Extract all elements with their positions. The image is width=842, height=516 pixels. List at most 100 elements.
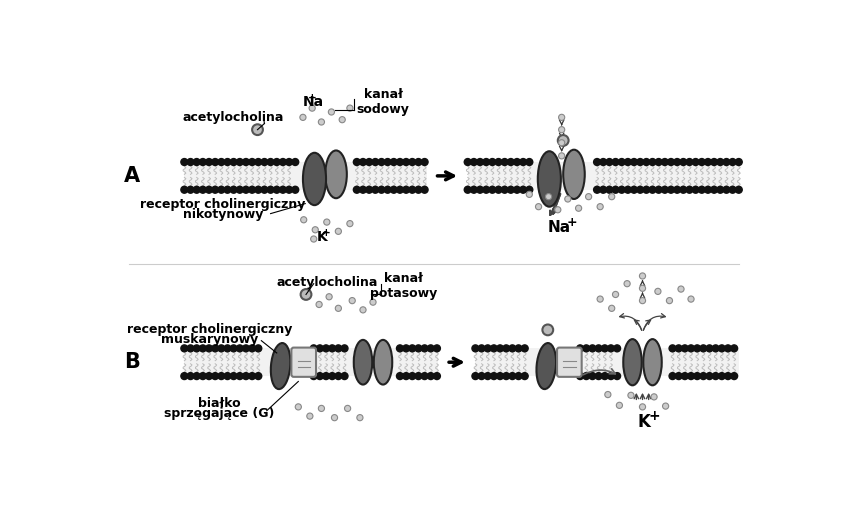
Circle shape <box>242 373 249 380</box>
Circle shape <box>631 158 637 166</box>
Circle shape <box>490 345 498 352</box>
Circle shape <box>224 158 231 166</box>
Circle shape <box>490 373 498 380</box>
Text: +: + <box>307 93 317 103</box>
Circle shape <box>639 285 646 292</box>
Circle shape <box>520 158 526 166</box>
Ellipse shape <box>325 151 347 198</box>
Circle shape <box>193 373 200 380</box>
Text: kanał
sodowy: kanał sodowy <box>356 88 409 116</box>
Circle shape <box>601 373 608 380</box>
Circle shape <box>639 404 646 410</box>
Circle shape <box>311 236 317 242</box>
Circle shape <box>526 158 533 166</box>
Circle shape <box>705 186 711 193</box>
Circle shape <box>589 345 596 352</box>
Circle shape <box>193 158 200 166</box>
Circle shape <box>187 345 194 352</box>
Circle shape <box>211 186 219 193</box>
Circle shape <box>261 158 268 166</box>
Circle shape <box>681 345 688 352</box>
Circle shape <box>489 158 496 166</box>
Circle shape <box>618 158 625 166</box>
Circle shape <box>224 373 231 380</box>
Circle shape <box>546 194 552 200</box>
Circle shape <box>230 373 237 380</box>
Circle shape <box>503 345 509 352</box>
Circle shape <box>609 305 615 311</box>
Circle shape <box>255 345 262 352</box>
Circle shape <box>668 186 674 193</box>
Circle shape <box>477 186 483 193</box>
Circle shape <box>464 186 472 193</box>
Ellipse shape <box>374 340 392 384</box>
Circle shape <box>322 373 329 380</box>
Circle shape <box>609 194 615 200</box>
Circle shape <box>706 345 713 352</box>
Circle shape <box>501 186 508 193</box>
Circle shape <box>558 126 565 133</box>
Circle shape <box>211 158 219 166</box>
Circle shape <box>478 373 485 380</box>
Circle shape <box>515 373 522 380</box>
Circle shape <box>606 158 613 166</box>
Circle shape <box>594 158 600 166</box>
Circle shape <box>520 186 526 193</box>
Circle shape <box>655 158 662 166</box>
Circle shape <box>625 158 632 166</box>
Circle shape <box>585 194 592 200</box>
Circle shape <box>723 158 730 166</box>
Circle shape <box>347 105 353 111</box>
Circle shape <box>594 186 600 193</box>
Circle shape <box>360 307 366 313</box>
Text: sprzęgające (G): sprzęgające (G) <box>164 407 274 420</box>
Circle shape <box>694 345 701 352</box>
Circle shape <box>607 373 615 380</box>
Circle shape <box>508 158 514 166</box>
Circle shape <box>508 186 514 193</box>
Circle shape <box>526 186 533 193</box>
Circle shape <box>688 296 694 302</box>
Circle shape <box>248 345 256 352</box>
Circle shape <box>631 186 637 193</box>
Circle shape <box>310 345 317 352</box>
Circle shape <box>612 292 619 298</box>
Text: kanał
potasowy: kanał potasowy <box>370 272 438 300</box>
Text: białko: białko <box>198 396 240 410</box>
Circle shape <box>464 158 472 166</box>
Circle shape <box>607 345 615 352</box>
Circle shape <box>705 158 711 166</box>
Circle shape <box>700 373 706 380</box>
Circle shape <box>328 109 334 115</box>
Circle shape <box>521 345 528 352</box>
Circle shape <box>415 186 422 193</box>
Circle shape <box>521 373 528 380</box>
Text: acetylocholina: acetylocholina <box>182 111 284 124</box>
Circle shape <box>274 186 280 193</box>
Circle shape <box>536 204 541 210</box>
Circle shape <box>409 345 416 352</box>
Bar <box>467 162 738 190</box>
Circle shape <box>252 124 263 135</box>
Circle shape <box>306 413 313 419</box>
Circle shape <box>261 186 268 193</box>
Circle shape <box>597 204 603 210</box>
Circle shape <box>409 186 416 193</box>
Circle shape <box>248 373 256 380</box>
Circle shape <box>735 158 742 166</box>
Circle shape <box>434 345 440 352</box>
Ellipse shape <box>538 151 561 207</box>
Ellipse shape <box>354 340 372 384</box>
Circle shape <box>649 186 656 193</box>
Circle shape <box>193 186 200 193</box>
Circle shape <box>597 296 603 302</box>
Circle shape <box>200 345 206 352</box>
Circle shape <box>700 345 706 352</box>
Circle shape <box>365 186 373 193</box>
Circle shape <box>555 207 561 213</box>
Circle shape <box>200 373 206 380</box>
Circle shape <box>557 135 568 146</box>
Circle shape <box>526 191 532 198</box>
Circle shape <box>211 345 219 352</box>
Circle shape <box>285 186 292 193</box>
